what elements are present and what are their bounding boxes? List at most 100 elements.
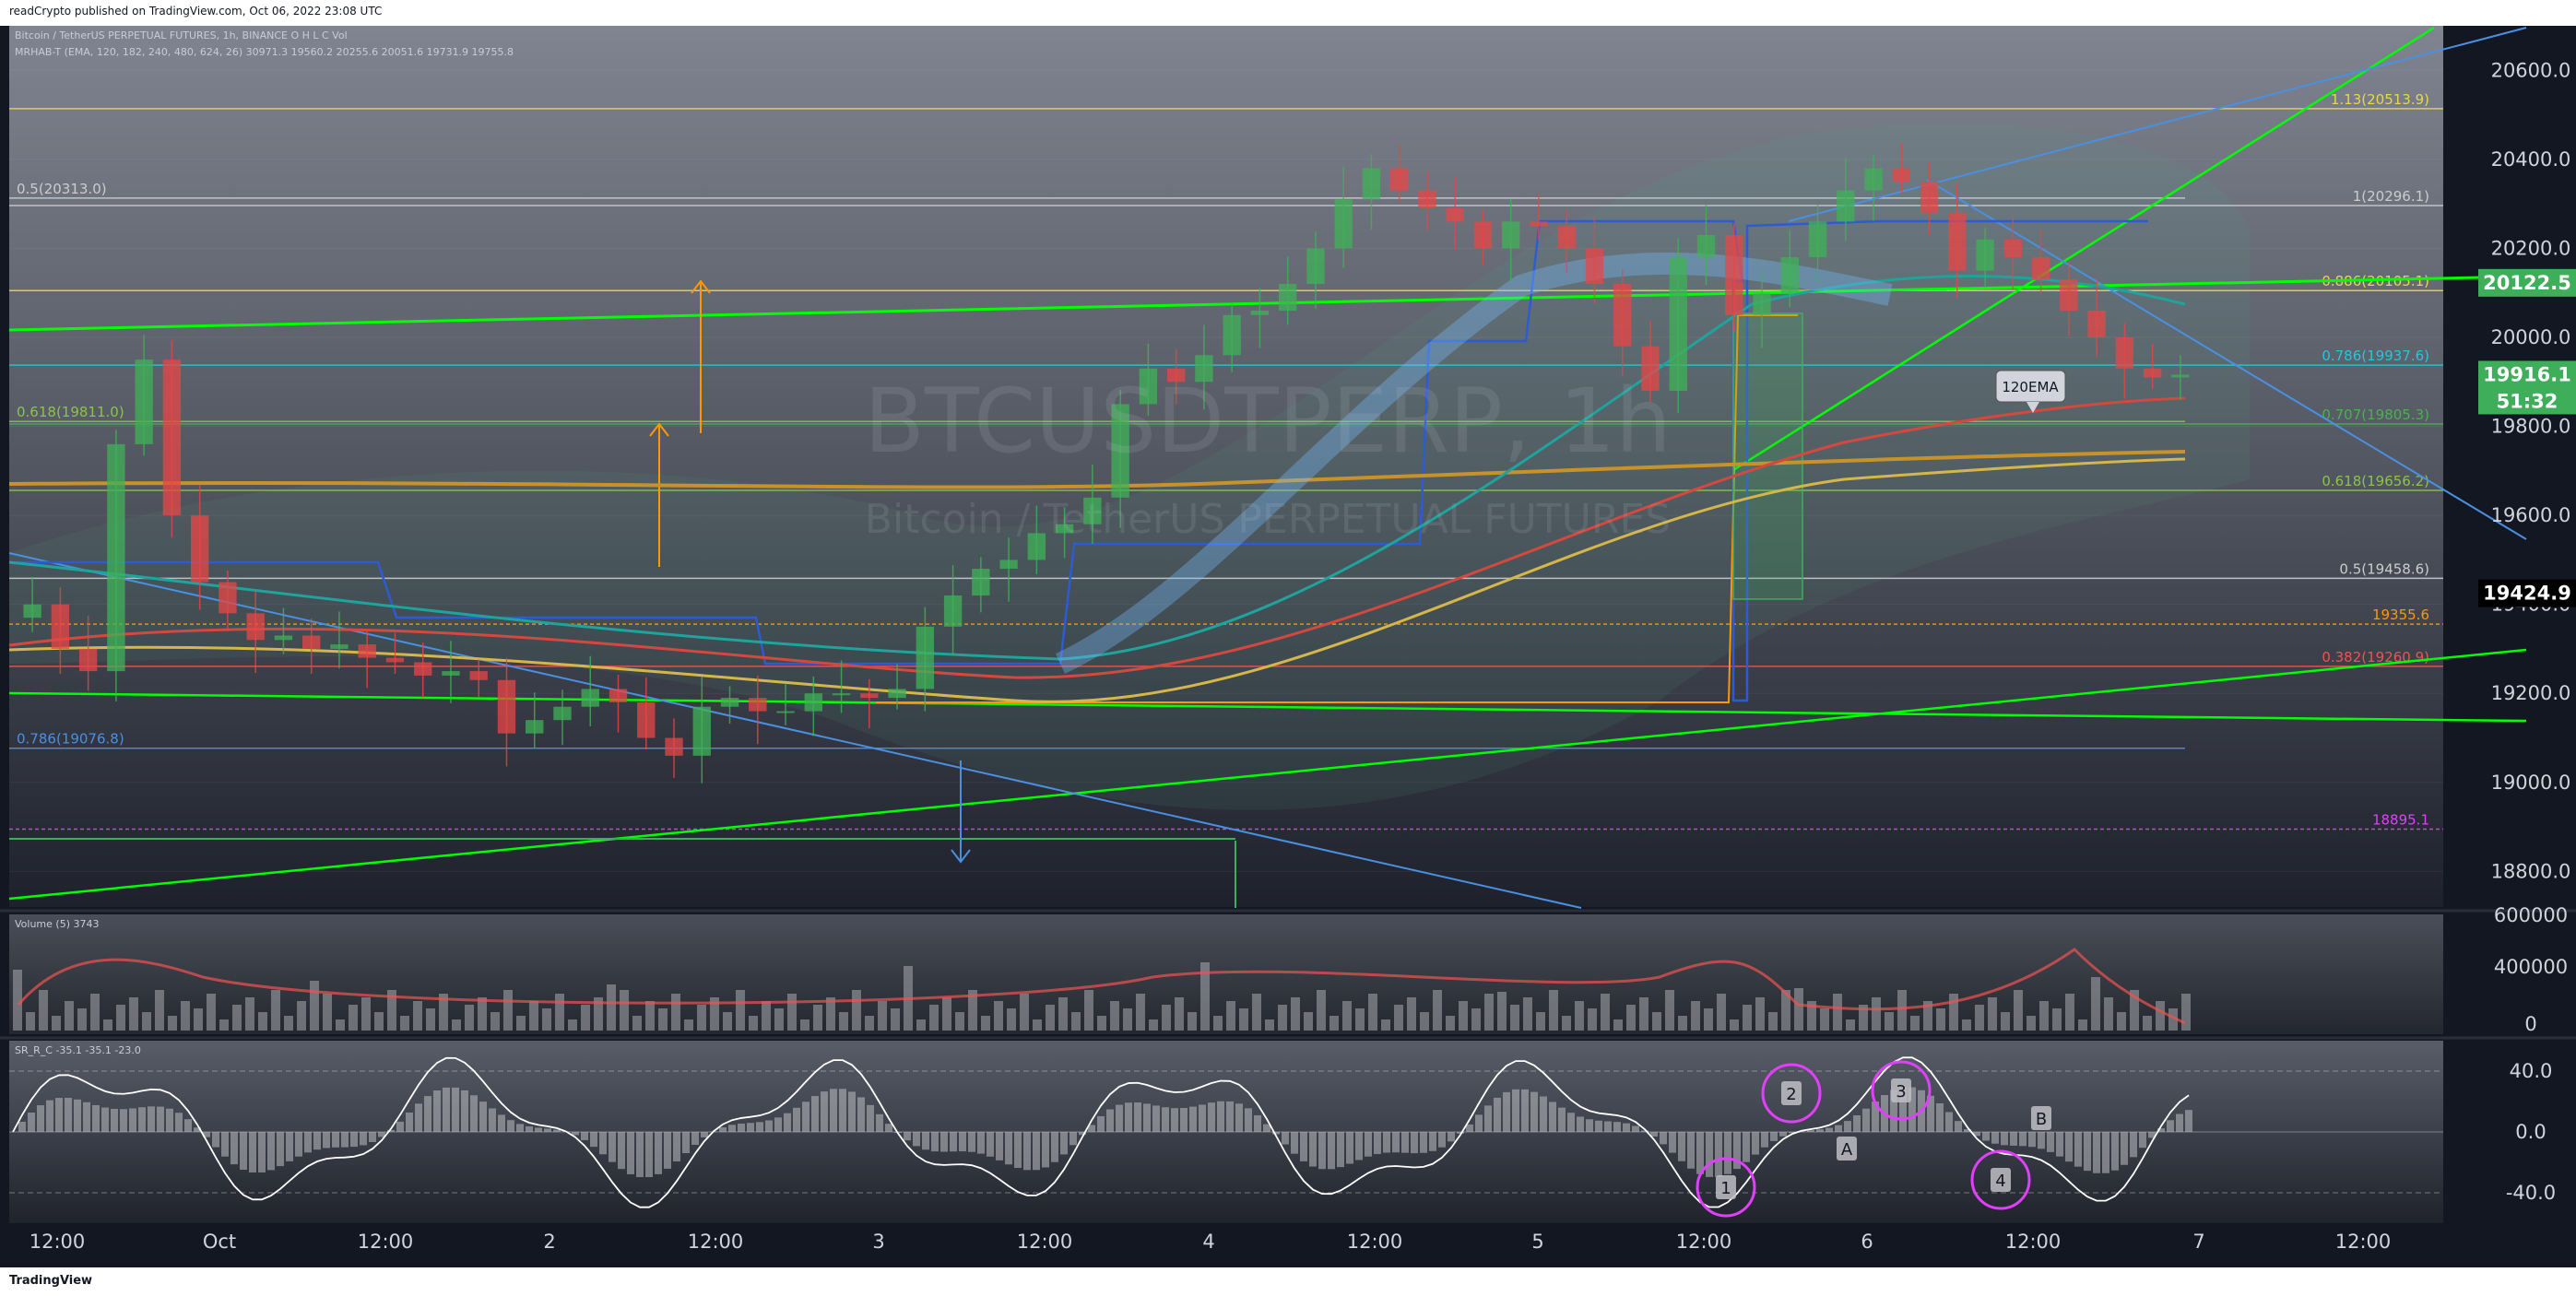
volume-bar — [1717, 994, 1726, 1031]
volume-bar — [1833, 994, 1842, 1031]
osc-bar — [258, 1132, 266, 1172]
volume-bar — [207, 994, 216, 1031]
candle-body — [1223, 314, 1241, 356]
osc-marker-label: B — [2036, 1110, 2047, 1129]
x-tick-label: 12:00 — [1676, 1231, 1732, 1253]
volume-bar — [568, 1019, 577, 1031]
osc-bar — [987, 1132, 994, 1157]
osc-bar — [304, 1132, 312, 1153]
volume-bar — [1291, 997, 1300, 1031]
osc-bar — [931, 1132, 939, 1152]
volume-bar — [2027, 1016, 2036, 1031]
osc-bar — [1890, 1090, 1897, 1132]
osc-bar — [101, 1107, 109, 1132]
osc-bar — [1143, 1103, 1151, 1132]
candle-body — [1195, 355, 1213, 383]
volume-bar — [2078, 1019, 2087, 1031]
candle-body — [1696, 234, 1716, 258]
candles[interactable] — [23, 143, 2190, 783]
osc-bar — [821, 1091, 828, 1132]
volume-bar — [1575, 1001, 1584, 1031]
osc-bar — [802, 1102, 809, 1132]
osc-bar — [28, 1112, 35, 1132]
candle-body — [1362, 168, 1381, 200]
osc-marker-box — [2031, 1106, 2051, 1130]
candle-body — [665, 737, 683, 756]
volume-bar — [452, 1019, 461, 1031]
volume-bar — [2156, 1001, 2165, 1031]
volume-bar — [1175, 997, 1184, 1031]
osc-bar — [959, 1132, 966, 1152]
osc-bar — [1208, 1102, 1215, 1132]
osc-bar — [2176, 1113, 2183, 1132]
osc-bar — [2028, 1132, 2036, 1148]
green-trendline-steep — [1732, 26, 2435, 472]
osc-bar — [940, 1132, 948, 1152]
blue-trendline-right — [1926, 179, 2527, 540]
candle-body — [1530, 221, 1548, 227]
osc-bar — [784, 1113, 791, 1132]
osc-bar — [387, 1129, 395, 1132]
osc-bar — [479, 1102, 487, 1132]
volume-bar — [1665, 990, 1674, 1031]
osc-bar — [2121, 1132, 2128, 1165]
osc-bar — [2084, 1132, 2091, 1172]
volume-bar — [503, 990, 513, 1031]
osc-bar — [286, 1132, 293, 1161]
osc-bar — [138, 1107, 146, 1132]
volume-tick-label: 0 — [2524, 1013, 2536, 1035]
osc-bar — [599, 1132, 607, 1155]
volume-bar — [1278, 1005, 1287, 1031]
osc-bar — [968, 1132, 975, 1152]
y-tick-label: 19800.0 — [2491, 416, 2571, 438]
candle-body — [776, 711, 795, 713]
candle-body — [1837, 190, 1855, 222]
osc-bar — [1106, 1109, 1114, 1132]
candle-body — [1585, 248, 1604, 285]
volume-bar — [826, 997, 835, 1031]
osc-bar — [2065, 1132, 2073, 1162]
osc-bar — [1484, 1105, 1492, 1132]
volume-bar — [439, 994, 448, 1031]
osc-bar — [1365, 1132, 1372, 1157]
volume-bar — [1781, 990, 1790, 1031]
osc-bar — [1687, 1132, 1695, 1169]
fib-label: 0.5(19458.6) — [2339, 560, 2429, 577]
blue-trendline-down — [8, 552, 1582, 909]
orange-arrow-up-1 — [691, 279, 711, 433]
watermark-ticker: BTCUSDTPERP, 1h — [864, 370, 1672, 473]
volume-bar — [168, 1016, 177, 1031]
volume-bar — [490, 1012, 500, 1031]
osc-bar — [433, 1090, 441, 1132]
x-tick-label: 12:00 — [688, 1231, 744, 1253]
volume-bar — [1446, 1016, 1455, 1031]
osc-bar — [977, 1132, 985, 1154]
osc-marker-box — [1837, 1137, 1857, 1161]
fib-label: 1.13(20513.9) — [2331, 91, 2429, 108]
y-tick-label: 19200.0 — [2491, 682, 2571, 704]
volume-bar — [2065, 994, 2074, 1031]
candle-body — [692, 706, 711, 756]
osc-bar — [2157, 1128, 2165, 1132]
osc-bar — [1411, 1132, 1418, 1154]
sr-line: SR_R_C -35.1 -35.1 -23.0 — [15, 1044, 141, 1056]
volume-bar — [2130, 990, 2139, 1031]
volume-bar — [155, 990, 164, 1031]
price-tag-countdown: 51:32 — [2478, 388, 2576, 415]
time-axis[interactable]: 12:00 Oct 12:00 2 12:00 3 12:00 4 12:00 5 12:00 6 12… — [30, 1231, 2392, 1253]
ema-ribbon — [1055, 252, 1893, 674]
volume-bar — [1123, 1008, 1132, 1031]
ema-red — [8, 396, 2186, 679]
osc-bar — [83, 1102, 90, 1132]
osc-bar — [249, 1132, 256, 1172]
osc-bar — [1530, 1091, 1538, 1132]
osc-bar — [1761, 1132, 1768, 1148]
volume-bar — [2117, 1012, 2126, 1031]
fib-label: 0.786(19937.6) — [2322, 348, 2429, 364]
volume-bar — [1265, 1019, 1274, 1031]
volume-bar — [645, 1001, 655, 1031]
price-axis[interactable]: 18800.019000.019200.019400.019600.019800… — [2491, 59, 2571, 882]
osc-bar — [1641, 1130, 1648, 1132]
volume-bar — [607, 984, 616, 1031]
